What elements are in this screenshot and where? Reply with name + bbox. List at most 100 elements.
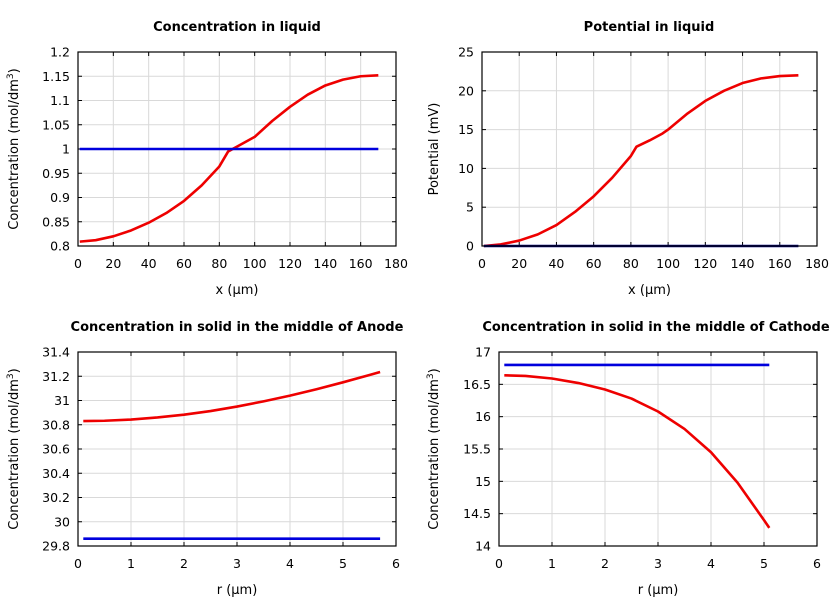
plot-frame (498, 351, 818, 547)
plot-frame (481, 51, 818, 247)
x-tick-label: 5 (339, 556, 347, 571)
plot-frame (77, 351, 397, 547)
y-tick-label: 0.8 (50, 239, 70, 254)
x-tick-label: 140 (313, 256, 337, 271)
y-tick-label: 1.1 (50, 93, 70, 108)
x-tick-label: 40 (141, 256, 157, 271)
x-tick-label: 80 (623, 256, 639, 271)
y-tick-label: 31 (54, 393, 70, 408)
y-tick-label: 15.5 (463, 442, 491, 457)
chart-title: Concentration in solid in the middle of … (71, 320, 404, 335)
y-axis-label-tail: ) (7, 368, 22, 373)
y-axis-label-sup: 3 (6, 373, 16, 379)
y-axis-label-main: Concentration (mol/dm (427, 379, 442, 530)
y-axis-label: Potential (mV) (427, 103, 442, 196)
series-line-red (504, 373, 771, 529)
chart-title: Concentration in liquid (153, 20, 321, 35)
x-tick-label: 160 (349, 256, 373, 271)
x-tick-label: 2 (180, 556, 188, 571)
x-tick-label: 120 (278, 256, 302, 271)
y-tick-label: 25 (458, 45, 474, 60)
series-line-red (79, 73, 379, 243)
x-tick-label: 0 (74, 256, 82, 271)
plot-frame (77, 51, 397, 247)
y-axis-label-sup: 3 (426, 373, 436, 379)
y-tick-label: 1.15 (42, 69, 70, 84)
x-tick-label: 0 (478, 256, 486, 271)
y-tick-label: 16.5 (463, 377, 491, 392)
y-tick-label: 0 (466, 239, 474, 254)
x-tick-label: 4 (286, 556, 294, 571)
y-tick-label: 30.2 (42, 490, 70, 505)
y-tick-label: 30.6 (42, 442, 70, 457)
y-tick-label: 31.2 (42, 369, 70, 384)
x-tick-label: 60 (586, 256, 602, 271)
y-tick-label: 0.9 (50, 190, 70, 205)
x-tick-label: 40 (548, 256, 564, 271)
y-tick-label: 1.05 (42, 117, 70, 132)
y-tick-label: 30.8 (42, 417, 70, 432)
x-tick-label: 0 (74, 556, 82, 571)
y-tick-label: 30 (54, 514, 70, 529)
x-tick-label: 100 (243, 256, 267, 271)
x-axis-label: r (µm) (217, 583, 258, 598)
chart-panel-3: 0 1 2 3 4 5 629.83030.230.430.630.83131.231.4C… (6, 320, 404, 598)
y-tick-label: 5 (466, 200, 474, 215)
x-tick-label: 4 (707, 556, 715, 571)
y-tick-label: 0.95 (42, 166, 70, 181)
y-tick-label: 17 (475, 345, 491, 360)
x-tick-label: 20 (105, 256, 121, 271)
y-axis-label-sup: 3 (6, 73, 16, 79)
series-line-red (483, 73, 799, 248)
x-tick-label: 1 (127, 556, 135, 571)
x-axis-label: x (µm) (216, 283, 259, 298)
x-tick-label: 160 (768, 256, 792, 271)
x-tick-label: 180 (384, 256, 408, 271)
chart-title: Potential in liquid (584, 20, 715, 35)
chart-panel-2: 0 20 40 60 80 100 120 140 160 180 0 5 10 15 20 25 Potent… (427, 20, 829, 298)
y-tick-label: 29.8 (42, 539, 70, 554)
x-axis-label: r (µm) (638, 583, 679, 598)
y-axis-label-main: Concentration (mol/dm (7, 379, 22, 530)
y-axis-label-tail: ) (7, 68, 22, 73)
chart-panel-1: 0 20 40 60 80 100 120 140 160 180 0.8 0.85 0.9 0.95 1 1… (6, 20, 408, 298)
y-tick-label: 1 (62, 142, 70, 157)
y-tick-label: 15 (458, 122, 474, 137)
y-axis-label-main: Potential (mV) (427, 103, 442, 196)
series-line-red (83, 370, 381, 423)
y-tick-label: 15 (475, 474, 491, 489)
x-axis-label: x (µm) (628, 283, 671, 298)
y-axis-label: Concentration (mol/dm3) (426, 368, 442, 530)
x-tick-label: 140 (731, 256, 755, 271)
x-tick-label: 2 (601, 556, 609, 571)
x-tick-label: 60 (176, 256, 192, 271)
y-axis-label: Concentration (mol/dm3) (6, 368, 22, 530)
y-tick-label: 31.4 (42, 345, 70, 360)
x-tick-label: 3 (233, 556, 241, 571)
y-tick-label: 1.2 (50, 45, 70, 60)
x-tick-label: 180 (805, 256, 829, 271)
x-tick-label: 120 (693, 256, 717, 271)
x-tick-label: 5 (760, 556, 768, 571)
chart-title: Concentration in solid in the middle of … (482, 320, 830, 335)
x-tick-label: 3 (654, 556, 662, 571)
x-tick-label: 20 (511, 256, 527, 271)
y-tick-label: 14.5 (463, 506, 491, 521)
y-tick-label: 16 (475, 409, 491, 424)
x-tick-label: 6 (813, 556, 821, 571)
x-tick-label: 6 (392, 556, 400, 571)
x-tick-label: 0 (495, 556, 503, 571)
x-tick-label: 1 (548, 556, 556, 571)
y-axis-label: Concentration (mol/dm3) (6, 68, 22, 230)
y-tick-label: 20 (458, 83, 474, 98)
y-tick-label: 14 (475, 539, 491, 554)
y-tick-label: 10 (458, 161, 474, 176)
y-tick-label: 0.85 (42, 214, 70, 229)
y-axis-label-tail: ) (427, 368, 442, 373)
chart-panel-4: 0 1 2 3 4 5 6 14 14.5 15 15.5 16 16.5 17 Concentration… (426, 320, 830, 598)
y-tick-label: 30.4 (42, 466, 70, 481)
x-tick-label: 100 (656, 256, 680, 271)
y-axis-label-main: Concentration (mol/dm (7, 79, 22, 230)
x-tick-label: 80 (211, 256, 227, 271)
